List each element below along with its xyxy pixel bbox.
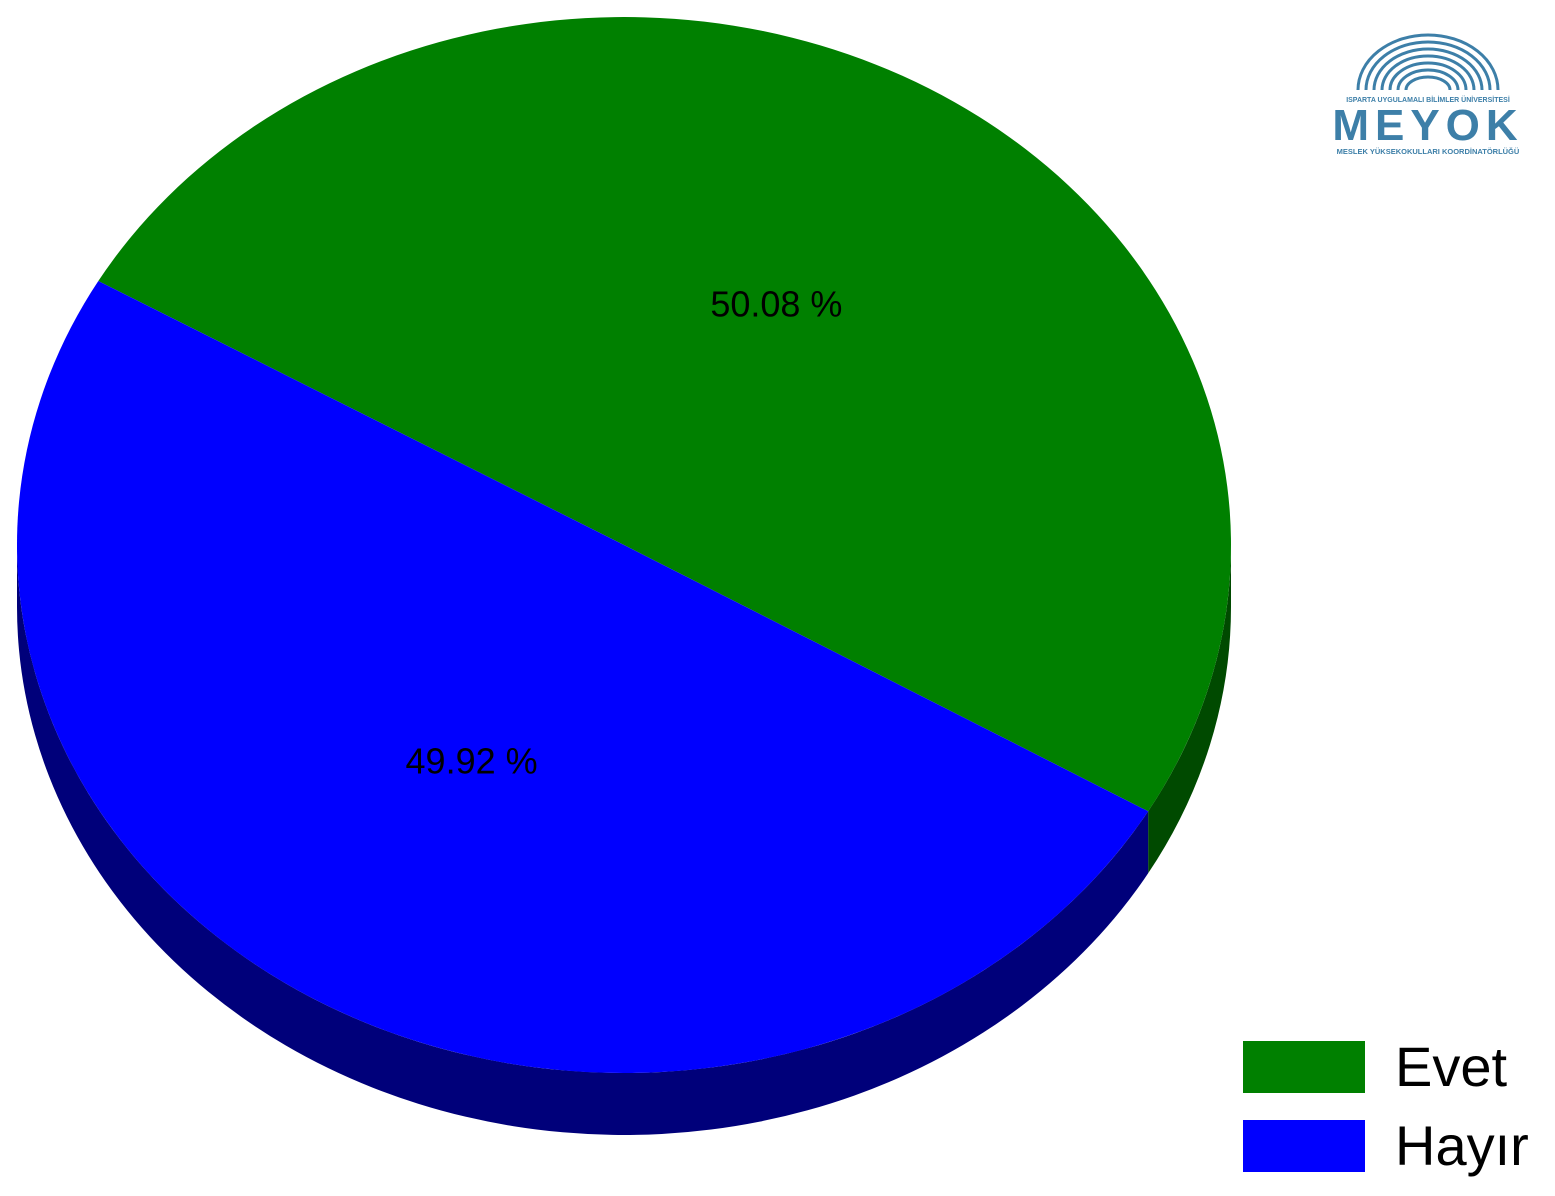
logo-arc-icon	[1356, 33, 1500, 91]
pie-side-layer	[16, 545, 1231, 1136]
logo-name: MEYOK	[1332, 101, 1523, 150]
pie-slice-hayr	[16, 281, 1149, 1074]
logo-top-line: ISPARTA UYGULAMALI BİLİMLER ÜNİVERSİTESİ	[1346, 95, 1510, 104]
meyok-logo: ISPARTA UYGULAMALI BİLİMLER ÜNİVERSİTESİ…	[1332, 33, 1523, 156]
pie-top-layer	[16, 17, 1231, 1074]
pie-label-layer: 50.08 % 49.92 %	[406, 284, 843, 782]
legend-label-hayir: Hayır	[1395, 1113, 1529, 1177]
legend-item-evet: Evet	[1243, 1038, 1529, 1095]
legend-label-evet: Evet	[1395, 1034, 1508, 1098]
legend-swatch-hayir	[1243, 1119, 1365, 1172]
slice-label-evet: 50.08 %	[710, 284, 842, 325]
legend: Evet Hayır	[1243, 1038, 1529, 1196]
pie-slice-evet	[98, 17, 1231, 812]
pie-side-evet-0	[1148, 545, 1231, 874]
legend-item-hayir: Hayır	[1243, 1117, 1529, 1174]
slice-label-hayr: 49.92 %	[406, 740, 538, 781]
legend-swatch-evet	[1243, 1040, 1365, 1093]
logo-bottom-line: MESLEK YÜKSEKOKULLARI KOORDİNATÖRLÜĞÜ	[1337, 147, 1520, 156]
